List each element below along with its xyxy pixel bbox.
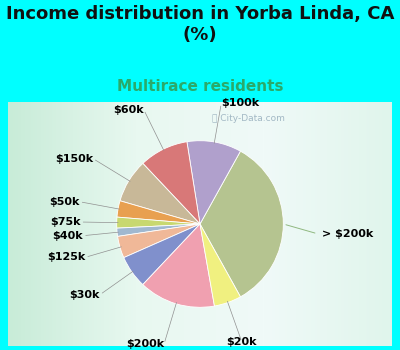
Text: $100k: $100k	[221, 98, 259, 108]
Text: Multirace residents: Multirace residents	[117, 79, 283, 94]
Text: $125k: $125k	[47, 252, 85, 262]
Wedge shape	[118, 224, 200, 258]
Text: Income distribution in Yorba Linda, CA
(%): Income distribution in Yorba Linda, CA (…	[6, 5, 394, 44]
Text: $75k: $75k	[50, 217, 80, 227]
Text: $150k: $150k	[55, 154, 93, 163]
Wedge shape	[124, 224, 200, 285]
Text: $50k: $50k	[49, 197, 80, 207]
Wedge shape	[143, 142, 200, 224]
Wedge shape	[120, 163, 200, 224]
Text: ⓘ City-Data.com: ⓘ City-Data.com	[212, 114, 285, 123]
Text: > $200k: > $200k	[322, 229, 374, 239]
Wedge shape	[143, 224, 214, 307]
Wedge shape	[117, 217, 200, 228]
Wedge shape	[117, 201, 200, 224]
Text: $20k: $20k	[227, 337, 257, 347]
Wedge shape	[200, 224, 240, 306]
Text: $60k: $60k	[113, 105, 144, 115]
Text: $30k: $30k	[70, 290, 100, 300]
Wedge shape	[187, 141, 240, 224]
Text: $40k: $40k	[52, 231, 83, 241]
Wedge shape	[200, 151, 283, 297]
Wedge shape	[117, 224, 200, 236]
Text: $200k: $200k	[126, 339, 164, 349]
